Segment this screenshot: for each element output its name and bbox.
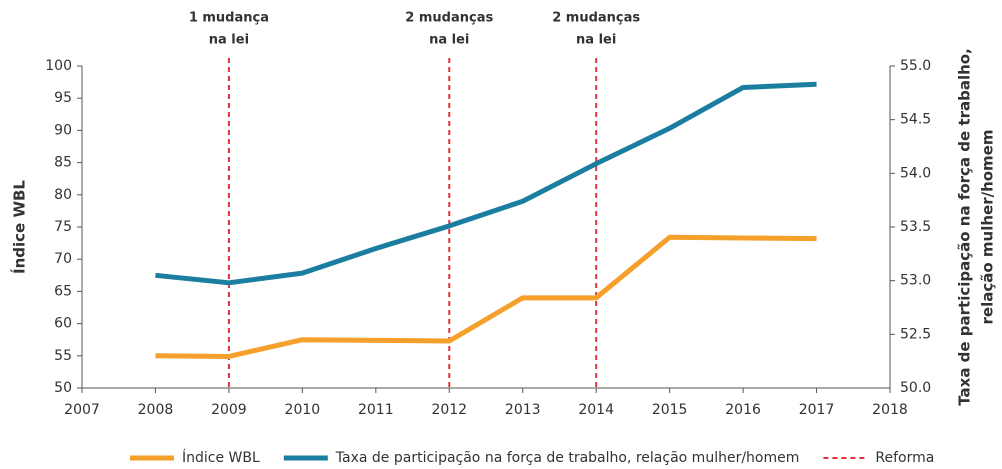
y-tick-label: 75 — [54, 219, 72, 235]
x-tick-label: 2008 — [138, 402, 174, 418]
y-tick-label: 80 — [54, 187, 72, 203]
series-line — [155, 81, 817, 286]
y-tick-label: 70 — [54, 251, 72, 267]
reform-annotation: na lei — [576, 33, 616, 48]
y2-tick-label: 54.5 — [900, 112, 931, 128]
legend-label: Reforma — [875, 450, 934, 466]
x-tick-label: 2016 — [725, 402, 761, 418]
x-tick-label: 2015 — [652, 402, 688, 418]
y2-tick-label: 55.0 — [900, 58, 931, 74]
x-tick-label: 2018 — [872, 402, 908, 418]
x-tick-label: 2012 — [431, 402, 467, 418]
x-tick-label: 2014 — [578, 402, 614, 418]
y2-tick-label: 53.0 — [900, 273, 931, 289]
legend-label: Taxa de participação na força de trabalh… — [335, 450, 800, 466]
y-tick-label: 95 — [54, 90, 72, 106]
x-tick-label: 2017 — [799, 402, 835, 418]
legend-label: Índice WBL — [182, 449, 260, 466]
x-tick-label: 2007 — [64, 402, 100, 418]
y2-floor-label: 50.0 — [900, 380, 931, 396]
x-tick-label: 2009 — [211, 402, 247, 418]
x-tick-label: 2013 — [505, 402, 541, 418]
y2-tick-label: 53.5 — [900, 219, 931, 235]
y2-axis-label: relação mulher/homem — [979, 130, 997, 325]
x-tick-label: 2010 — [285, 402, 321, 418]
y-tick-label: 60 — [54, 316, 72, 332]
x-tick-label: 2011 — [358, 402, 394, 418]
y-tick-label: 85 — [54, 155, 72, 171]
y-tick-label: 65 — [54, 283, 72, 299]
reform-annotation: na lei — [209, 33, 249, 48]
reform-annotation: 1 mudança — [189, 11, 269, 26]
y-tick-label: 55 — [54, 348, 72, 364]
y-tick-label: 90 — [54, 122, 72, 138]
y-axis-label: Índice WBL — [10, 180, 29, 274]
series-line — [155, 234, 817, 359]
y2-axis-label: Taxa de participação na força de trabalh… — [956, 48, 974, 406]
reform-annotation: na lei — [429, 33, 469, 48]
reform-annotation: 2 mudanças — [405, 11, 493, 26]
y2-tick-label: 52.5 — [900, 326, 931, 342]
y2-tick-label: 54.0 — [900, 165, 931, 181]
reform-annotation: 2 mudanças — [552, 11, 640, 26]
y-tick-label: 50 — [54, 380, 72, 396]
y-tick-label: 100 — [45, 58, 72, 74]
